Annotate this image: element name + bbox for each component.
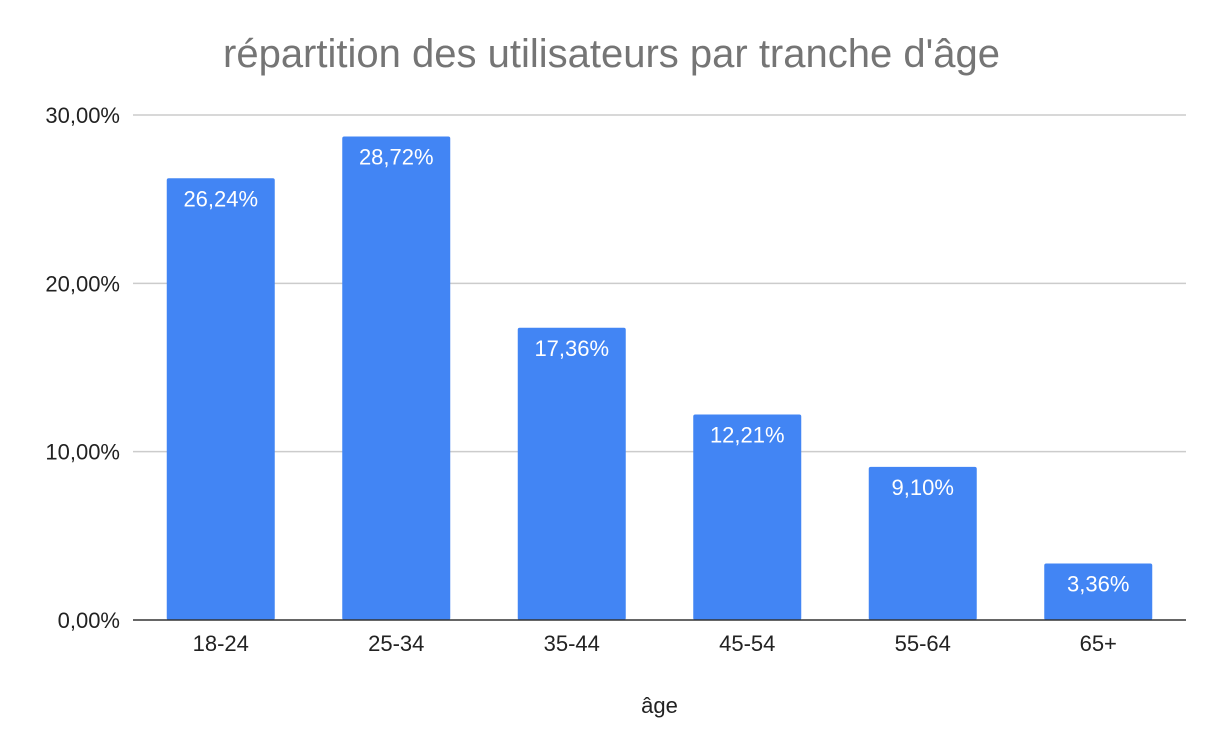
- bar-65+: [1044, 563, 1153, 620]
- y-tick-label: 0,00%: [58, 608, 120, 633]
- bar-18-24: [166, 178, 275, 620]
- bar-35-44: [517, 327, 626, 620]
- bar-45-54: [693, 414, 802, 620]
- x-tick-label: 55-64: [895, 631, 951, 656]
- x-tick-label: 45-54: [719, 631, 775, 656]
- bar-25-34: [342, 136, 451, 620]
- data-label: 28,72%: [359, 145, 434, 170]
- data-label: 17,36%: [534, 336, 609, 361]
- data-label: 3,36%: [1067, 571, 1129, 596]
- gridlines: [133, 114, 1186, 453]
- chart-title: répartition des utilisateurs par tranche…: [223, 32, 1000, 76]
- y-tick-label: 30,00%: [45, 103, 120, 128]
- x-tick-label: 35-44: [544, 631, 600, 656]
- data-label: 12,21%: [710, 422, 785, 447]
- x-tick-label: 18-24: [193, 631, 249, 656]
- data-label: 26,24%: [183, 186, 258, 211]
- y-tick-label: 20,00%: [45, 271, 120, 296]
- y-tick-label: 10,00%: [45, 440, 120, 465]
- x-axis-label: âge: [641, 693, 678, 718]
- x-tick-label: 65+: [1080, 631, 1117, 656]
- bars: 26,24% 28,72% 17,36% 12,21% 9,10% 3,36%: [166, 136, 1153, 620]
- data-label: 9,10%: [892, 475, 954, 500]
- x-tick-label: 25-34: [368, 631, 424, 656]
- bar-55-64: [868, 466, 977, 620]
- axes: 0,00% 10,00% 20,00% 30,00% 18-24 25-34 35-44 45…: [45, 103, 1186, 656]
